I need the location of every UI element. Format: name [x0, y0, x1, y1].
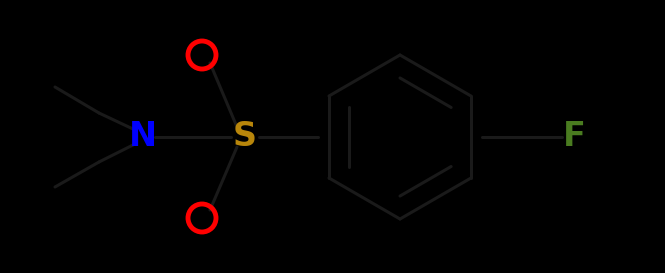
Text: S: S [233, 120, 257, 153]
Text: F: F [563, 120, 585, 153]
Text: N: N [129, 120, 157, 153]
